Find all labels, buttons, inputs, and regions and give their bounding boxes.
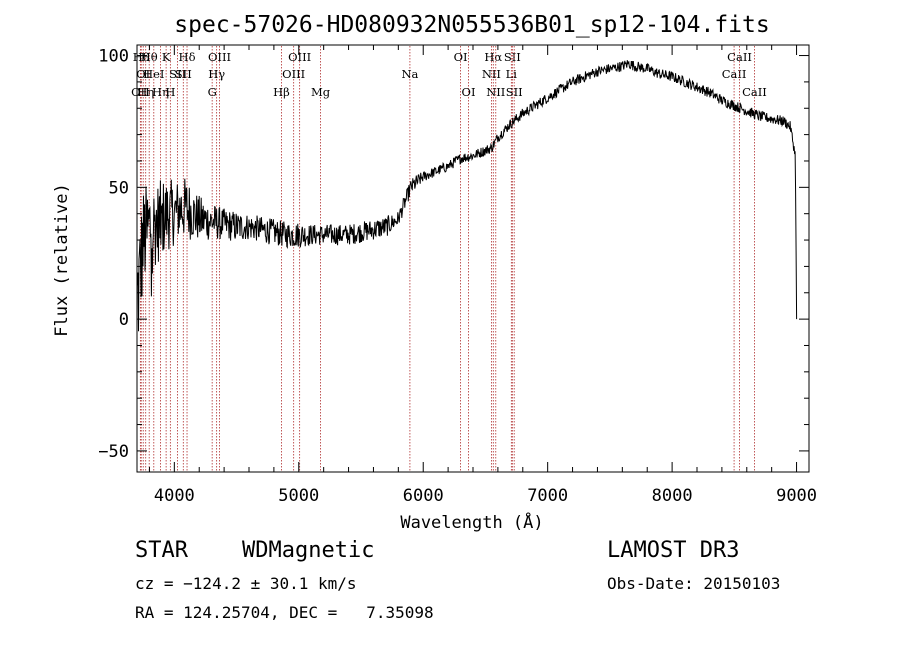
line-marker-label: Hθ (141, 50, 158, 64)
line-marker-label: Na (401, 67, 418, 81)
line-marker-label: K (162, 50, 171, 64)
line-marker-label: Hη (152, 85, 169, 99)
observation-date: Obs-Date: 20150103 (607, 574, 781, 593)
axis-ticks: 4000 5000 6000 7000 8000 9000 −50 0 50 100 (98, 45, 817, 506)
line-marker-label: SII (169, 67, 186, 81)
line-marker-label: OI (454, 50, 468, 64)
line-marker-label: Li (506, 67, 518, 81)
line-marker-label: CaII (742, 85, 767, 99)
y-tick-label: 50 (109, 178, 129, 198)
x-tick-label: 8000 (652, 486, 693, 506)
object-class: STAR (135, 538, 188, 563)
line-marker-label: H (165, 85, 175, 99)
ra-dec: RA = 124.25704, DEC = 7.35098 (135, 603, 434, 622)
line-marker-label: CaII (722, 67, 747, 81)
line-marker-label: CaII (727, 50, 752, 64)
line-marker-label: Hγ (208, 67, 225, 81)
line-marker-label: HeI (143, 67, 164, 81)
y-tick-label: −50 (98, 442, 129, 462)
x-tick-label: 5000 (278, 486, 319, 506)
y-tick-label: 100 (98, 47, 129, 67)
line-marker-label: OI (136, 67, 150, 81)
x-axis-label: Wavelength (Å) (400, 511, 543, 533)
x-tick-label: 6000 (403, 486, 444, 506)
line-marker-label: OIII (282, 67, 305, 81)
line-marker-label: Hη (137, 85, 154, 99)
redshift-cz: cz = −124.2 ± 30.1 km/s (135, 574, 357, 593)
line-marker-label: Hβ (273, 85, 290, 99)
line-marker-label: Hα (484, 50, 502, 64)
x-tick-label: 7000 (527, 486, 568, 506)
line-marker-label: Hδ (179, 50, 196, 64)
line-marker-label: OII (131, 85, 150, 99)
line-marker-label: NII (486, 85, 505, 99)
line-marker-label: SII (506, 85, 523, 99)
line-marker-label: NII (482, 67, 501, 81)
survey-name: LAMOST DR3 (607, 538, 740, 563)
spectrum-line (136, 60, 798, 332)
line-marker-label: G (208, 85, 217, 99)
line-marker-label: OIII (288, 50, 311, 64)
line-marker-label: SII (504, 50, 521, 64)
plot-frame (136, 44, 810, 473)
y-axis-label: Flux (relative) (52, 183, 72, 337)
object-subclass: WDMagnetic (242, 538, 375, 563)
line-marker-label: SII (175, 67, 192, 81)
chart-title: spec-57026-HD080932N055536B01_sp12-104.f… (174, 12, 769, 38)
line-marker-label: OIII (208, 50, 231, 64)
x-tick-label: 9000 (776, 486, 817, 506)
line-marker-label: OI (462, 85, 476, 99)
y-tick-label: 0 (119, 310, 129, 330)
spectral-line-markers: OIIHθOIHηHθHeIHηKHSIISIIHδGHγOIIIHβOIIIO… (131, 46, 767, 471)
line-marker-label: Mg (311, 85, 331, 99)
x-tick-label: 4000 (154, 486, 195, 506)
